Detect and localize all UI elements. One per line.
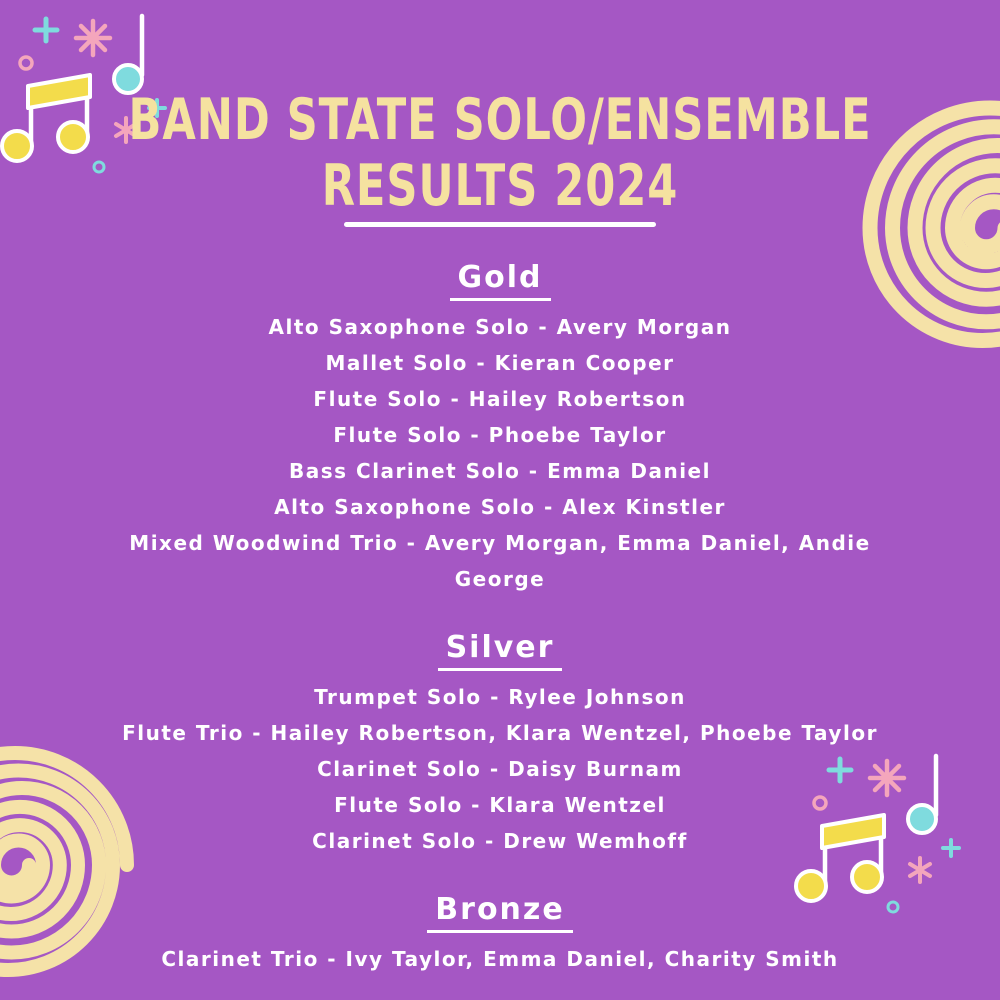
section-bronze: Bronze Clarinet Trio - Ivy Taylor, Emma … xyxy=(0,893,1000,977)
section-heading: Bronze xyxy=(427,893,573,933)
section-gold: Gold Alto Saxophone Solo - Avery Morgan … xyxy=(0,261,1000,597)
result-entry: Alto Saxophone Solo - Alex Kinstler xyxy=(274,495,726,519)
result-entry: Flute Solo - Phoebe Taylor xyxy=(333,423,667,447)
result-entry: Flute Solo - Klara Wentzel xyxy=(334,793,666,817)
result-entry: Flute Trio - Hailey Robertson, Klara Wen… xyxy=(122,721,878,745)
result-entry: Clarinet Trio - Ivy Taylor, Emma Daniel,… xyxy=(161,947,839,971)
section-entries: Trumpet Solo - Rylee Johnson Flute Trio … xyxy=(0,679,1000,859)
result-entry: Trumpet Solo - Rylee Johnson xyxy=(314,685,686,709)
page-title-line2: RESULTS 2024 xyxy=(321,152,679,220)
section-entries: Clarinet Trio - Ivy Taylor, Emma Daniel,… xyxy=(0,941,1000,977)
result-entry: Clarinet Solo - Drew Wemhoff xyxy=(312,829,688,853)
page-title: BAND STATE SOLO/ENSEMBLE RESULTS 2024 xyxy=(40,86,960,220)
section-silver: Silver Trumpet Solo - Rylee Johnson Flut… xyxy=(0,631,1000,859)
result-entry: Clarinet Solo - Daisy Burnam xyxy=(317,757,683,781)
result-entry: Alto Saxophone Solo - Avery Morgan xyxy=(268,315,732,339)
result-entry: Bass Clarinet Solo - Emma Daniel xyxy=(289,459,711,483)
result-entry: Mallet Solo - Kieran Cooper xyxy=(325,351,675,375)
page-title-line1: BAND STATE SOLO/ENSEMBLE xyxy=(128,86,872,154)
result-entry: Mixed Woodwind Trio - Avery Morgan, Emma… xyxy=(129,531,871,591)
section-heading: Silver xyxy=(437,631,563,671)
result-entry: Flute Solo - Hailey Robertson xyxy=(313,387,687,411)
title-divider xyxy=(344,222,656,227)
section-heading: Gold xyxy=(449,261,551,301)
section-entries: Alto Saxophone Solo - Avery Morgan Malle… xyxy=(0,309,1000,597)
